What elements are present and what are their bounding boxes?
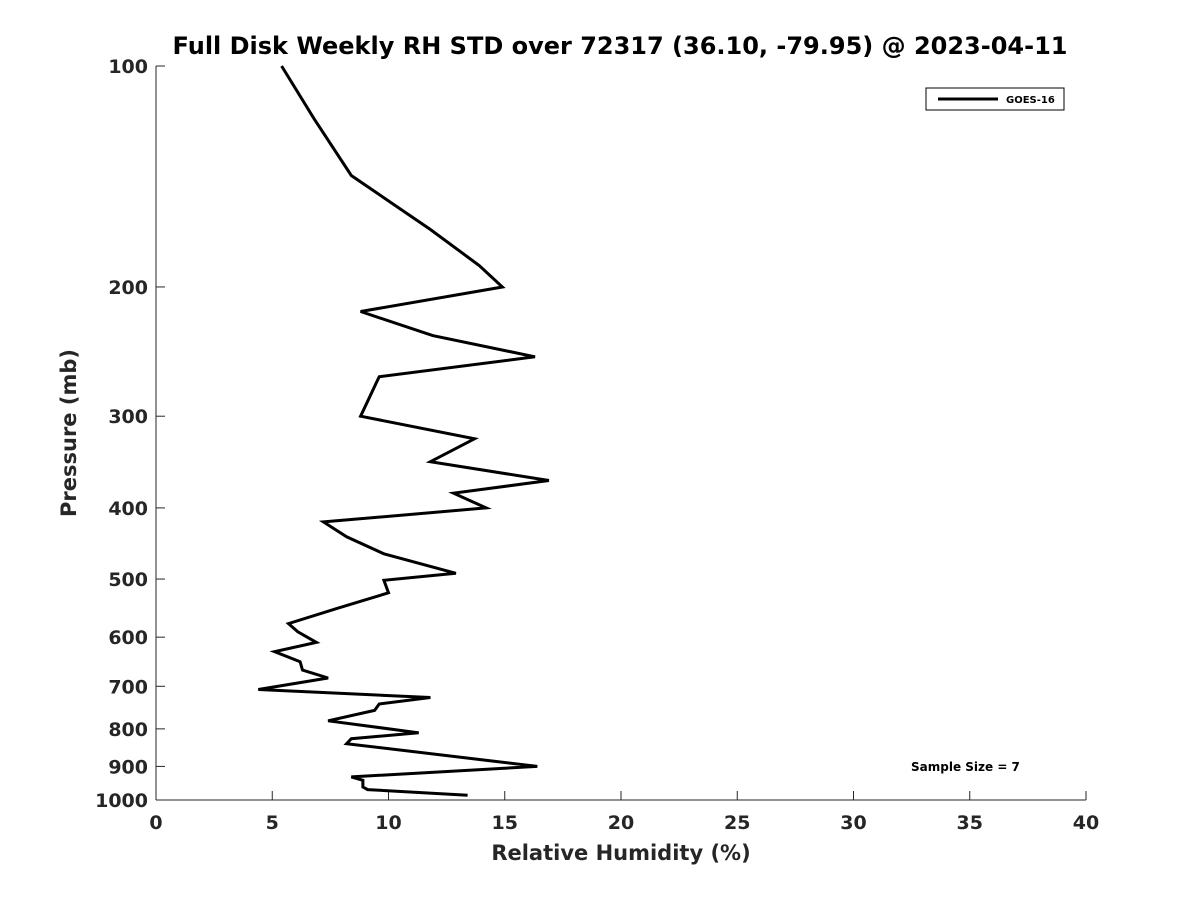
x-tick-label: 40 — [1073, 812, 1099, 834]
y-tick-label: 900 — [108, 756, 148, 778]
x-tick-label: 5 — [266, 812, 279, 834]
y-tick-label: 500 — [108, 569, 148, 591]
y-tick-label: 200 — [108, 277, 148, 299]
x-ticks: 0 5 10 15 20 25 30 35 40 — [149, 791, 1099, 834]
x-tick-label: 35 — [957, 812, 983, 834]
x-tick-label: 20 — [608, 812, 634, 834]
y-tick-label: 600 — [108, 627, 148, 649]
x-tick-label: 15 — [492, 812, 518, 834]
y-tick-label: 400 — [108, 498, 148, 520]
y-tick-label: 800 — [108, 719, 148, 741]
y-ticks: 100 200 300 400 500 600 700 800 900 1000 — [95, 56, 165, 812]
y-axis-label: Pressure (mb) — [57, 349, 81, 517]
x-tick-label: 25 — [724, 812, 750, 834]
x-axis-label: Relative Humidity (%) — [491, 841, 750, 865]
x-tick-label: 0 — [149, 812, 162, 834]
x-tick-label: 30 — [840, 812, 866, 834]
sample-size-annotation: Sample Size = 7 — [911, 760, 1020, 774]
series-line-goes-16 — [258, 65, 550, 797]
x-tick-label: 10 — [375, 812, 401, 834]
series-layer — [258, 65, 550, 797]
legend: GOES-16 — [925, 87, 1065, 111]
y-tick-label: 700 — [108, 676, 148, 698]
legend-entry: GOES-16 — [1006, 95, 1055, 106]
y-tick-label: 300 — [108, 406, 148, 428]
y-tick-label: 1000 — [95, 790, 148, 812]
y-tick-label: 100 — [108, 56, 148, 78]
chart-title: Full Disk Weekly RH STD over 72317 (36.1… — [173, 32, 1068, 60]
